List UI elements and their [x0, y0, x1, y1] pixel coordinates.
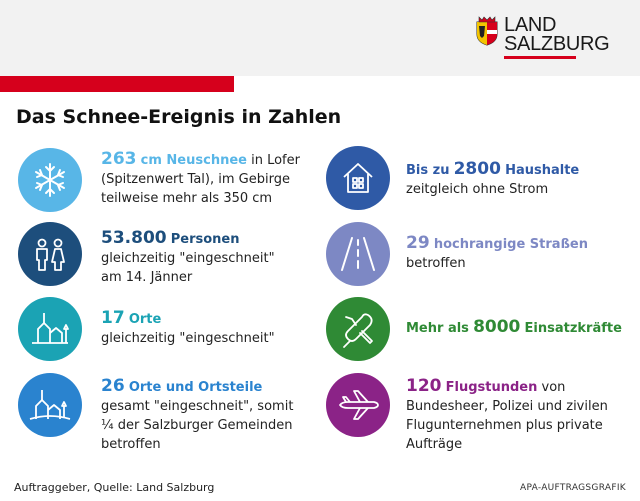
stat-value: 8000 [473, 317, 521, 337]
stat-label: hochrangige Straßen [433, 237, 588, 252]
stat-neuschnee: 263 cm Neuschnee in Lofer (Spitzenwert T… [101, 150, 311, 208]
logo-text-line2: SALZBURG [504, 33, 610, 55]
stat-text-line3: teilweise mehr als 350 cm [101, 191, 273, 206]
stat-value: 26 [101, 376, 125, 396]
accent-bar [0, 76, 234, 92]
stat-label: Orte [128, 312, 162, 327]
page-title: Das Schnee-Ereignis in Zahlen [16, 106, 342, 128]
stat-label: Flugstunden [445, 380, 538, 395]
stat-text-line1: gesamt "eingeschneit", somit [101, 399, 294, 414]
village-snow-icon [18, 373, 82, 437]
stat-text-line1: gleichzeitig "eingeschneit" [101, 251, 275, 266]
stat-value: 120 [406, 376, 442, 396]
stat-orte: 17 Orte gleichzeitig "eingeschneit" [101, 309, 311, 348]
stat-text-line3: betroffen [101, 437, 161, 452]
stat-text-line1: betroffen [406, 256, 466, 271]
stat-prefix: Bis zu [406, 163, 450, 178]
stat-text-line4: Aufträge [406, 437, 463, 452]
road-icon [326, 222, 390, 286]
stat-text-line2: am 14. Jänner [101, 270, 193, 285]
stat-personen: 53.800 Personen gleichzeitig "eingeschne… [101, 229, 311, 287]
stat-text-line3: Flugunternehmen plus private [406, 418, 603, 433]
stat-text-line2: (Spitzenwert Tal), im Gebirge [101, 172, 290, 187]
people-icon [18, 222, 82, 286]
stat-einsatzkraefte: Mehr als 8000 Einsatzkräfte [406, 318, 626, 338]
stat-orte-ortsteile: 26 Orte und Ortsteile gesamt "eingeschne… [101, 377, 311, 454]
snowflake-icon [18, 148, 82, 212]
logo-text-line1: LAND [504, 14, 557, 36]
stat-text-line1: von [537, 380, 566, 395]
stat-label: Haushalte [505, 163, 580, 178]
stat-value: 263 [101, 149, 137, 169]
stat-text-line1: zeitgleich ohne Strom [406, 182, 549, 197]
stat-value: 29 [406, 233, 430, 253]
stat-label: Einsatzkräfte [524, 321, 622, 336]
stat-label: Orte und Ortsteile [128, 380, 263, 395]
stat-text-line2: Bundesheer, Polizei und zivilen [406, 399, 608, 414]
airplane-icon [326, 373, 390, 437]
house-icon [326, 146, 390, 210]
stat-label: Personen [170, 232, 240, 247]
stat-text-line1: in Lofer [246, 153, 300, 168]
stat-text-line1: gleichzeitig "eingeschneit" [101, 331, 275, 346]
stat-value: 17 [101, 308, 125, 328]
stat-strassen: 29 hochrangige Straßen betroffen [406, 234, 626, 273]
stat-flugstunden: 120 Flugstunden von Bundesheer, Polizei … [406, 377, 636, 454]
stat-haushalte: Bis zu 2800 Haushalte zeitgleich ohne St… [406, 160, 626, 199]
tools-icon [326, 297, 390, 361]
stat-value: 53.800 [101, 228, 167, 248]
village-icon [18, 297, 82, 361]
stat-text-line2: ¼ der Salzburger Gemeinden [101, 418, 293, 433]
header-band [0, 0, 640, 76]
stat-value: 2800 [453, 159, 501, 179]
footer-source: Auftraggeber, Quelle: Land Salzburg [14, 481, 215, 494]
logo-underline [504, 56, 576, 59]
coat-of-arms-icon [476, 16, 498, 46]
stat-prefix: Mehr als [406, 321, 469, 336]
land-salzburg-logo: LAND SALZBURG [476, 14, 616, 62]
stat-label: cm Neuschnee [140, 153, 247, 168]
footer-credit: APA-AUFTRAGSGRAFIK [519, 483, 626, 493]
